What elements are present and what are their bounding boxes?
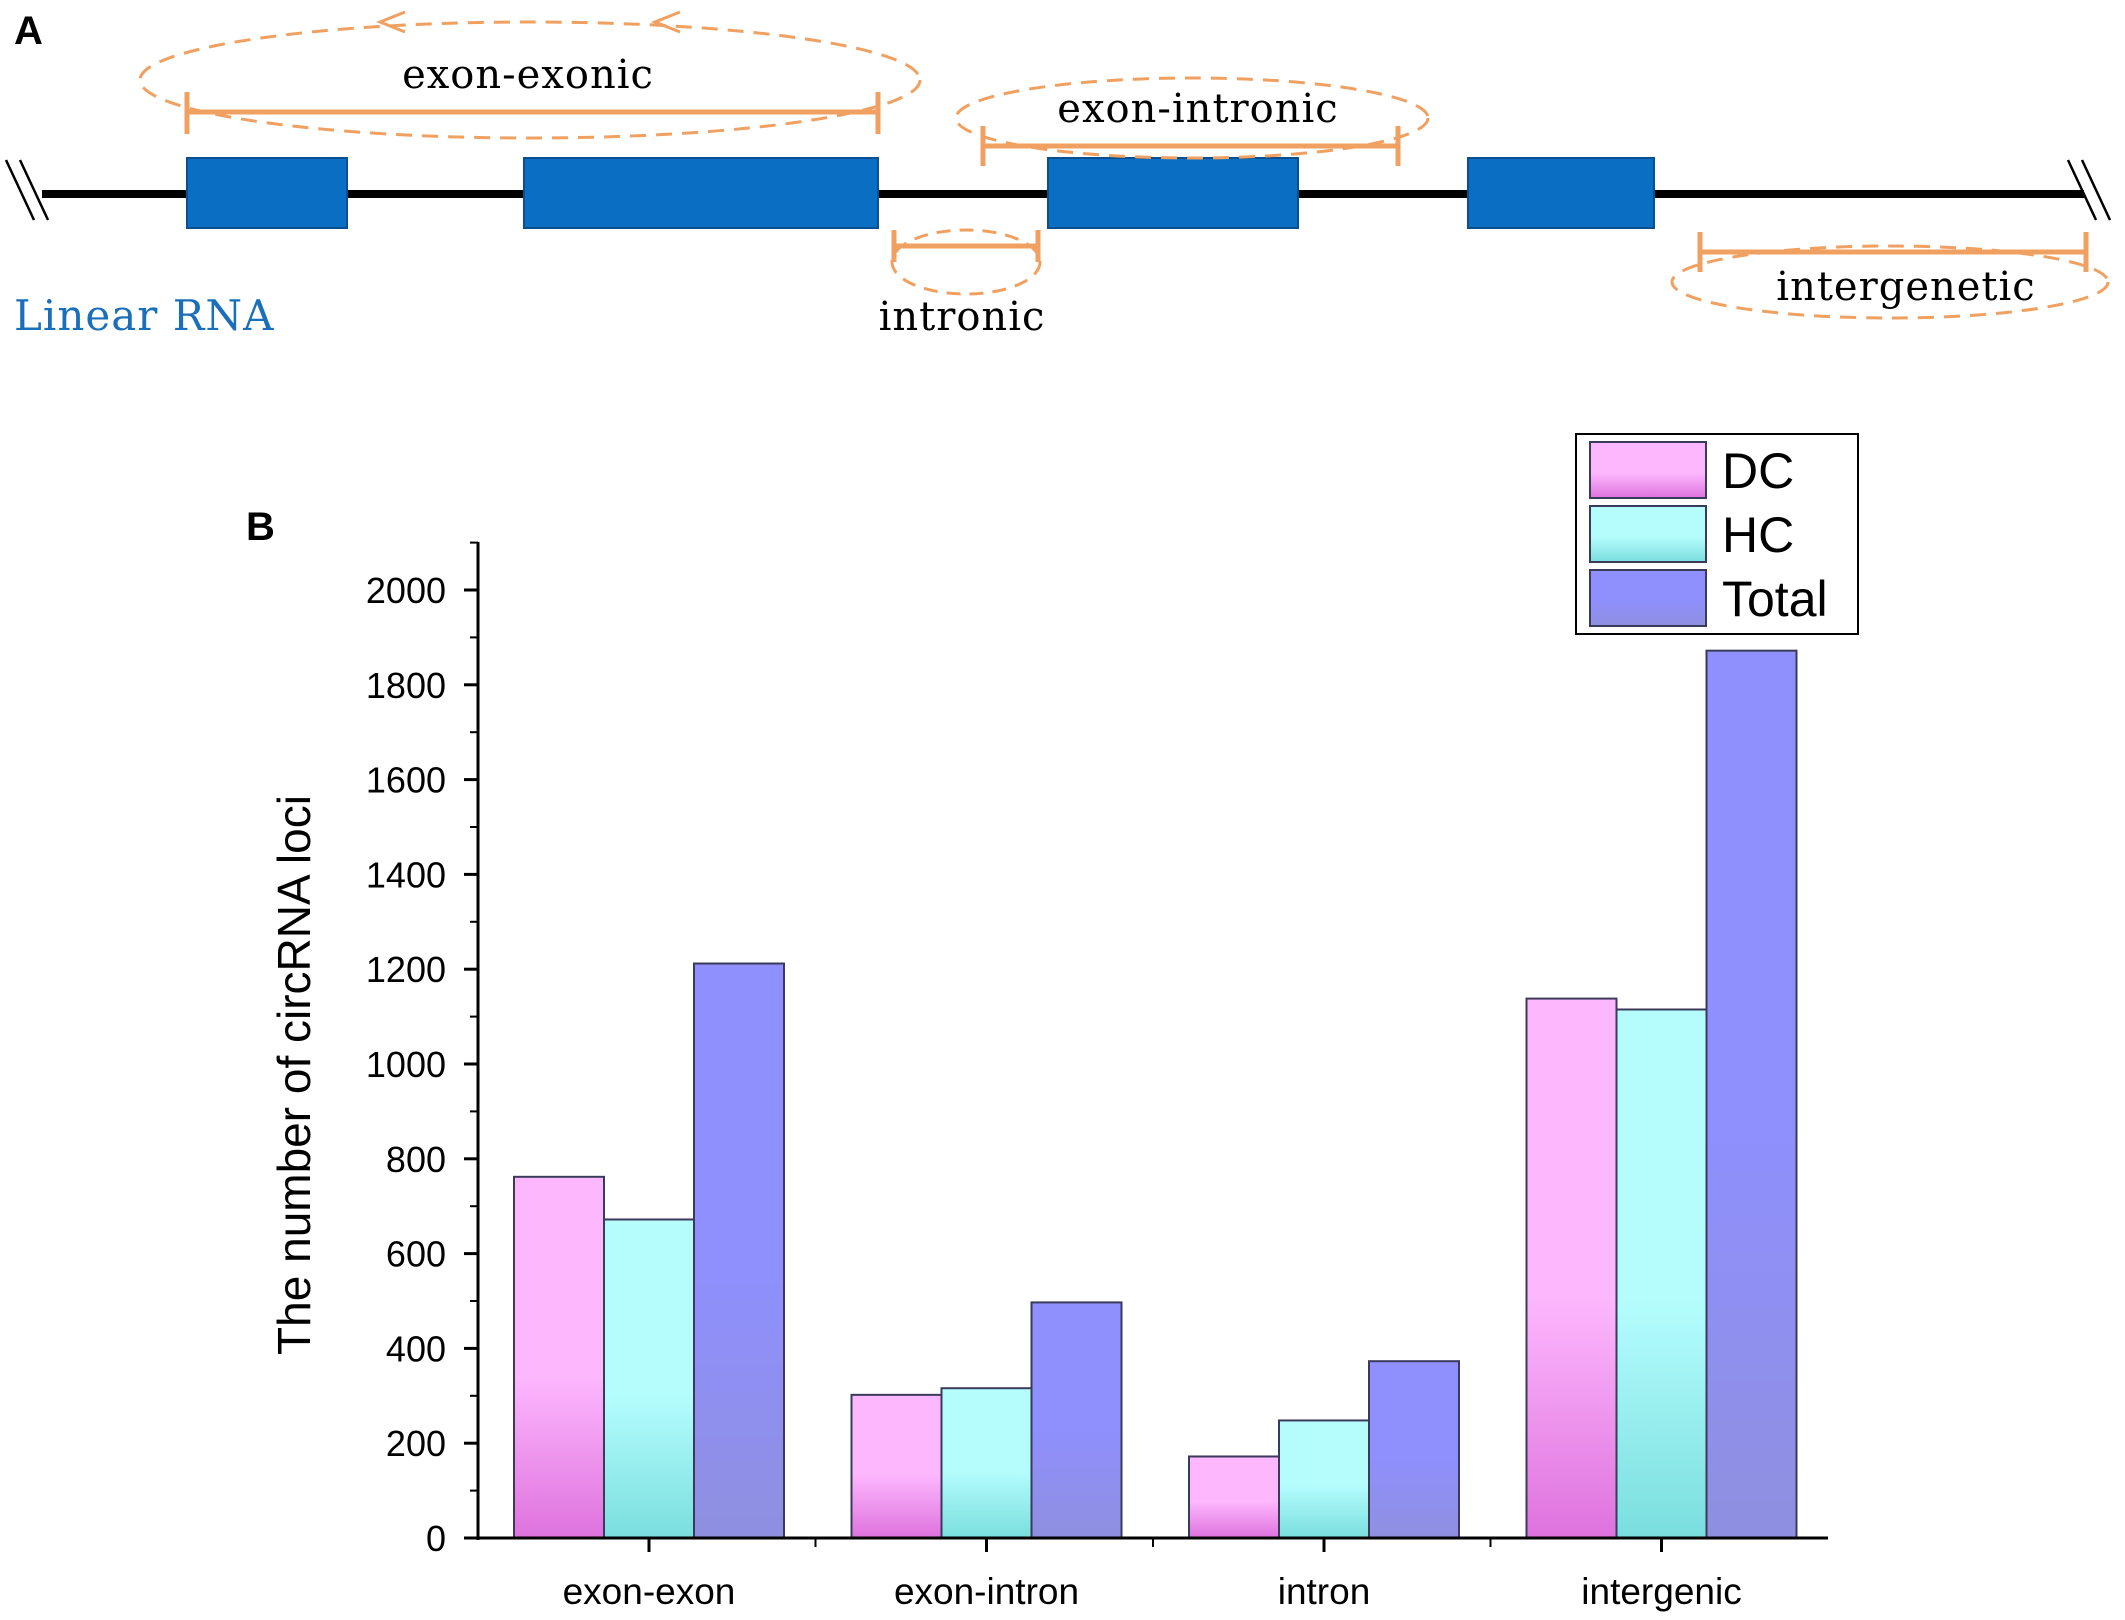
legend-swatch-total xyxy=(1589,569,1707,627)
bar-intron-hc xyxy=(1278,1419,1370,1539)
intergenetic-region: intergenetic xyxy=(1670,232,2110,320)
linear-rna-label: Linear RNA xyxy=(14,291,274,340)
bars xyxy=(513,649,1798,1540)
x-tick-label-exon-intron: exon-intron xyxy=(894,1571,1079,1612)
exon-exonic-region: exon-exonic xyxy=(138,10,922,140)
intronic-region: intronic xyxy=(879,228,1046,340)
left-break-mark xyxy=(4,159,50,221)
circle-arrow-2 xyxy=(650,10,681,34)
y-tick-label: 2000 xyxy=(366,570,446,611)
y-axis-ticks: 0 200 400 600 800 1000 1200 1400 1600 1800 2000 xyxy=(366,541,478,1559)
bar-intron-dc xyxy=(1188,1455,1280,1540)
intronic-label: intronic xyxy=(879,294,1046,340)
bar-exon-intron-total xyxy=(1030,1301,1123,1539)
exon-2 xyxy=(523,157,879,229)
exon-intronic-bracket xyxy=(980,126,1401,166)
circle-arrow-1 xyxy=(375,10,406,34)
intergenetic-circle xyxy=(1670,244,2110,320)
x-tick-label-intron: intron xyxy=(1278,1571,1371,1612)
y-tick-label: 1800 xyxy=(366,665,446,706)
exon-4 xyxy=(1467,157,1655,229)
y-tick-label: 0 xyxy=(426,1518,446,1559)
legend-label-dc: DC xyxy=(1722,443,1794,499)
y-tick-label: 600 xyxy=(386,1234,446,1275)
exon-exonic-bracket xyxy=(184,92,881,134)
y-tick-label: 1000 xyxy=(366,1044,446,1085)
legend-items: DC HC Total xyxy=(1589,441,1828,627)
exon-intronic-circle xyxy=(954,76,1430,160)
y-tick-label: 1400 xyxy=(366,854,446,895)
y-tick-label: 1600 xyxy=(366,760,446,801)
bar-intron-total xyxy=(1368,1360,1460,1539)
exon-exonic-label: exon-exonic xyxy=(402,52,654,98)
exon-3 xyxy=(1047,157,1299,229)
x-tick-label-exon-exon: exon-exon xyxy=(563,1571,736,1612)
x-tick-label-intergenic: intergenic xyxy=(1581,1571,1741,1612)
legend-label-total: Total xyxy=(1722,571,1828,627)
exon-intronic-region: exon-intronic xyxy=(954,76,1430,166)
intronic-circle xyxy=(890,228,1042,296)
y-tick-label: 200 xyxy=(386,1423,446,1464)
legend-label-hc: HC xyxy=(1722,507,1794,563)
exon-intronic-label: exon-intronic xyxy=(1057,86,1338,132)
bar-exon-exon-hc xyxy=(603,1218,695,1540)
intergenetic-label: intergenetic xyxy=(1776,264,2035,310)
bar-exon-intron-dc xyxy=(850,1393,943,1540)
bar-exon-exon-total xyxy=(693,962,785,1539)
bar-exon-intron-hc xyxy=(940,1387,1033,1539)
intergenetic-bracket xyxy=(1697,232,2089,272)
panel-a-letter: A xyxy=(14,9,43,53)
y-tick-label: 800 xyxy=(386,1139,446,1180)
y-axis-title: The number of circRNA loci xyxy=(268,795,320,1355)
bar-intergenic-total xyxy=(1705,649,1798,1539)
legend-swatch-hc xyxy=(1589,505,1707,563)
exon-1 xyxy=(186,157,348,229)
panel-a: A exon-exonic xyxy=(4,9,2112,340)
panel-b: B 0200400600800100012001400160018002000 … xyxy=(246,433,1859,1612)
x-axis-ticks: exon-exon exon-intron intron intergenic xyxy=(563,1538,1742,1612)
legend: DC HC Total xyxy=(1575,433,1859,635)
legend-swatch-dc xyxy=(1589,441,1707,499)
bar-intergenic-hc xyxy=(1615,1008,1708,1539)
panel-b-letter: B xyxy=(246,505,275,549)
y-tick-label: 400 xyxy=(386,1328,446,1369)
intronic-bracket xyxy=(891,230,1041,262)
bar-intergenic-dc xyxy=(1525,997,1618,1539)
y-tick-label: 1200 xyxy=(366,949,446,990)
exon-exonic-circle xyxy=(138,20,922,140)
bar-exon-exon-dc xyxy=(513,1175,605,1539)
